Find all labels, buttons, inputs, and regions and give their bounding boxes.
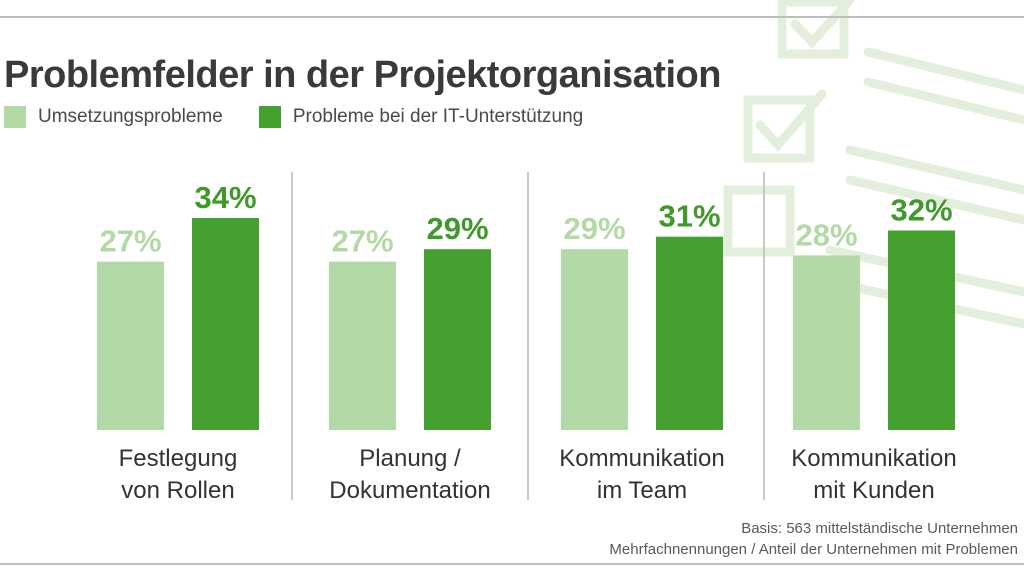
legend: Umsetzungsprobleme Probleme bei der IT-U… xyxy=(4,106,619,128)
bar-it-3 xyxy=(656,236,723,430)
legend-item-it: Probleme bei der IT-Unterstützung xyxy=(258,106,584,128)
category-label-4-line-1: Kommunikation xyxy=(791,445,956,472)
bottom-divider xyxy=(0,563,1024,565)
value-label-it-1: 34% xyxy=(194,180,256,215)
value-label-umsetzung-3: 29% xyxy=(563,211,625,246)
value-label-umsetzung-4: 28% xyxy=(795,217,857,252)
value-label-it-3: 31% xyxy=(658,199,720,234)
category-label-4-line-2: mit Kunden xyxy=(813,477,934,504)
category-label-1-line-2: von Rollen xyxy=(121,477,234,504)
value-label-umsetzung-1: 27% xyxy=(99,224,161,259)
category-label-2-line-2: Dokumentation xyxy=(329,477,490,504)
value-label-it-2: 29% xyxy=(426,211,488,246)
footnote-mehrfach: Mehrfachnennungen / Anteil der Unternehm… xyxy=(609,541,1018,558)
bar-umsetzung-1 xyxy=(97,261,164,430)
bar-it-1 xyxy=(192,218,259,430)
legend-swatch-dark xyxy=(258,106,281,128)
category-label-3-line-1: Kommunikation xyxy=(559,445,724,472)
chart-title: Problemfelder in der Projektorganisation xyxy=(4,54,721,96)
bar-umsetzung-2 xyxy=(329,261,396,430)
bar-it-4 xyxy=(888,230,955,430)
category-label-2-line-1: Planung / xyxy=(359,445,461,472)
bar-umsetzung-3 xyxy=(561,249,628,430)
bar-umsetzung-4 xyxy=(793,255,860,430)
legend-label-umsetzung: Umsetzungsprobleme xyxy=(38,106,223,127)
footnote-basis: Basis: 563 mittelständische Unternehmen xyxy=(741,520,1018,537)
category-label-1-line-1: Festlegung xyxy=(119,445,238,472)
bar-it-2 xyxy=(424,249,491,430)
legend-label-it: Probleme bei der IT-Unterstützung xyxy=(292,106,584,127)
legend-item-umsetzung: Umsetzungsprobleme xyxy=(4,106,223,128)
legend-swatch-light xyxy=(4,106,26,128)
value-label-umsetzung-2: 27% xyxy=(331,224,393,259)
category-label-3-line-2: im Team xyxy=(597,477,687,504)
value-label-it-4: 32% xyxy=(890,192,952,227)
top-divider xyxy=(0,16,1024,18)
